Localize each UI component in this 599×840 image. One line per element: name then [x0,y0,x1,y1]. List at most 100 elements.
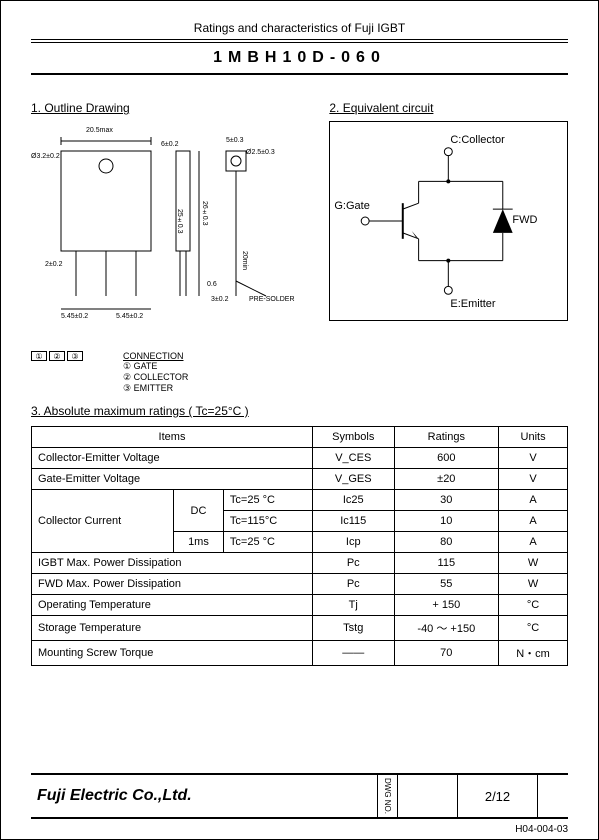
conn-collector: ② COLLECTOR [123,372,188,383]
emitter-label: E:Emitter [450,298,495,310]
rating-tstg: -40 ～ +150 [394,616,499,641]
outline-column: 1. Outline Drawing [31,93,317,394]
table-row: Operating Temperature Tj + 150 °C [32,595,568,616]
rating-vges: ±20 [394,469,499,490]
outline-drawing: 20.5max Ø3.2±0.2 6±0.2 26±0.3 25±0.3 5±0… [31,121,317,341]
hdr-units: Units [499,427,568,448]
sym-ic25: Ic25 [313,490,395,511]
connection-list: CONNECTION ① GATE ② COLLECTOR ③ EMITTER [123,351,188,394]
rating-torque: 70 [394,641,499,666]
dwg-no-label: DWG NO. [378,775,398,817]
part-number: 1MBH10D-060 [31,42,568,75]
table-row: Collector Current DC Tc=25 °C Ic25 30 A [32,490,568,511]
dim-leadw: 2±0.2 [45,261,62,268]
dim-tab: 5±0.3 [226,137,243,144]
item-vges: Gate-Emitter Voltage [32,469,313,490]
rating-vces: 600 [394,448,499,469]
table-row: Collector-Emitter Voltage V_CES 600 V [32,448,568,469]
pin-3: ③ [71,352,78,361]
dim-tabhole: Ø2.5±0.3 [246,149,275,156]
equivalent-column: 2. Equivalent circuit [329,93,568,394]
pin-2: ② [53,352,60,361]
pin-2-box: ② [49,351,65,361]
sym-torque: —— [313,641,395,666]
pin-3-box: ③ [67,351,83,361]
unit-tj: °C [499,595,568,616]
doc-number: H04-004-03 [515,824,568,835]
rating-tj: + 150 [394,595,499,616]
cond-1ms: 1ms [174,532,224,553]
rating-icp: 80 [394,532,499,553]
connection-block: ① ② ③ CONNECTION ① GATE ② COLLECTOR ③ EM… [31,351,317,394]
dim-pitch1: 5.45±0.2 [61,313,88,320]
cond-dc: DC [174,490,224,532]
unit-ic115: A [499,511,568,532]
dim-pitch2: 5.45±0.2 [116,313,143,320]
rating-ic115: 10 [394,511,499,532]
sym-tj: Tj [313,595,395,616]
equivalent-circuit: C:Collector G:Gate E:Emitter FWD [329,121,568,321]
dim-hole: Ø3.2±0.2 [31,153,60,160]
presolder-label: PRE-SOLDER [249,296,295,303]
ratings-title: 3. Absolute maximum ratings ( Tc=25°C ) [31,404,568,418]
equiv-title: 2. Equivalent circuit [329,101,568,115]
cond-tc25: Tc=25 °C [223,490,312,511]
page-number: 2/12 [458,775,538,817]
page-footer: Fuji Electric Co.,Ltd. DWG NO. 2/12 [31,773,568,819]
pin-icons: ① ② ③ [31,351,83,361]
pin-1: ① [35,352,42,361]
connection-title: CONNECTION [123,351,188,361]
item-tj: Operating Temperature [32,595,313,616]
table-row: Storage Temperature Tstg -40 ～ +150 °C [32,616,568,641]
item-fwdpc: FWD Max. Power Dissipation [32,574,313,595]
sym-fwdpc: Pc [313,574,395,595]
pin-icons-wrap: ① ② ③ [31,351,83,394]
conn-emitter: ③ EMITTER [123,383,188,394]
gate-label: G:Gate [334,200,369,212]
cond-tc25b: Tc=25 °C [223,532,312,553]
item-vces: Collector-Emitter Voltage [32,448,313,469]
sym-ic115: Ic115 [313,511,395,532]
unit-torque: N・cm [499,641,568,666]
table-row: FWD Max. Power Dissipation Pc 55 W [32,574,568,595]
rating-ic25: 30 [394,490,499,511]
pin-1-box: ① [31,351,47,361]
hdr-symbols: Symbols [313,427,395,448]
unit-fwdpc: W [499,574,568,595]
table-row: Gate-Emitter Voltage V_GES ±20 V [32,469,568,490]
hdr-ratings: Ratings [394,427,499,448]
dim-leadt: 0.6 [207,281,217,288]
sym-vces: V_CES [313,448,395,469]
collector-label: C:Collector [450,134,504,146]
rating-fwdpc: 55 [394,574,499,595]
unit-vces: V [499,448,568,469]
dim-leadgap: 3±0.2 [211,296,228,303]
drawings-row: 1. Outline Drawing [31,93,568,394]
item-tstg: Storage Temperature [32,616,313,641]
ratings-table: Items Symbols Ratings Units Collector-Em… [31,426,568,666]
item-ic: Collector Current [32,490,174,553]
cond-tc115: Tc=115°C [223,511,312,532]
header-title: Ratings and characteristics of Fuji IGBT [194,21,405,35]
unit-vges: V [499,469,568,490]
sym-icp: Icp [313,532,395,553]
unit-tstg: °C [499,616,568,641]
dim-bodyh: 6±0.2 [161,141,178,148]
item-igbtpc: IGBT Max. Power Dissipation [32,553,313,574]
table-row: Mounting Screw Torque —— 70 N・cm [32,641,568,666]
sym-tstg: Tstg [313,616,395,641]
rating-igbtpc: 115 [394,553,499,574]
unit-icp: A [499,532,568,553]
item-torque: Mounting Screw Torque [32,641,313,666]
footer-blank [538,775,568,817]
dim-leadlen: 20min [241,251,248,270]
conn-gate: ① GATE [123,361,188,372]
page-header: Ratings and characteristics of Fuji IGBT [31,21,568,40]
dim-width: 20.5max [86,127,113,134]
table-row: IGBT Max. Power Dissipation Pc 115 W [32,553,568,574]
dwg-no-value [398,775,458,817]
fwd-label: FWD [512,214,537,226]
dim-height: 26±0.3 [201,201,208,226]
table-header-row: Items Symbols Ratings Units [32,427,568,448]
unit-ic25: A [499,490,568,511]
